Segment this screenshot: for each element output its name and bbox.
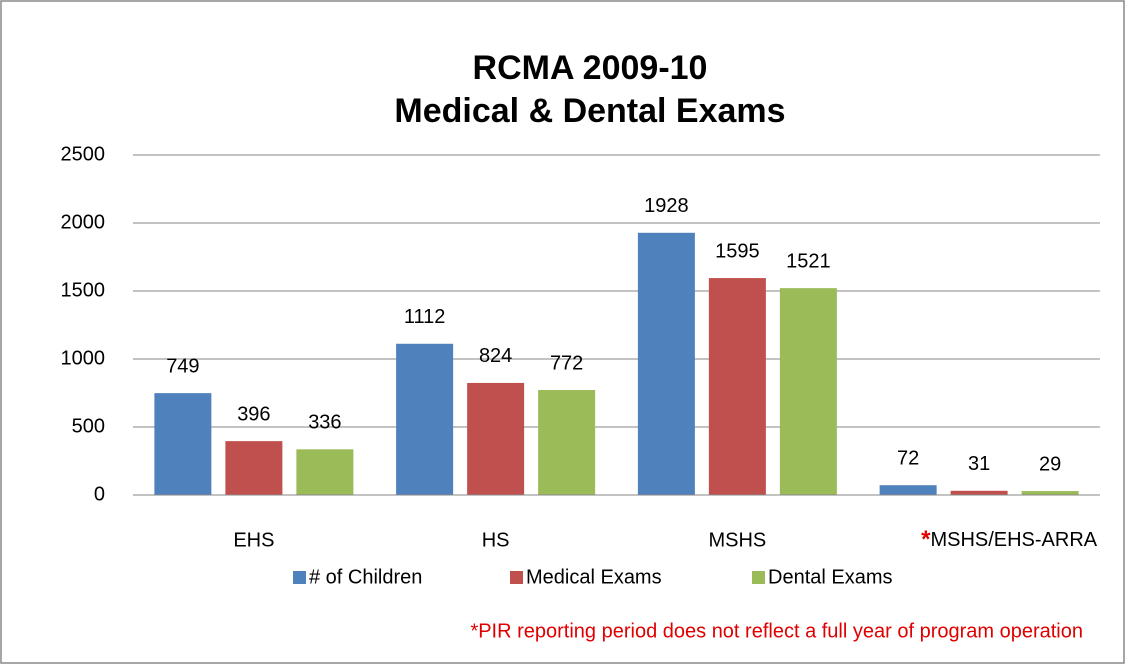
bar — [879, 485, 937, 495]
legend-label: Dental Exams — [768, 566, 893, 588]
y-tick-label: 2500 — [61, 143, 106, 165]
legend-swatch — [752, 571, 765, 584]
legend-label: Medical Exams — [526, 566, 662, 588]
value-label: 72 — [897, 447, 919, 469]
y-tick-label: 500 — [72, 415, 105, 437]
value-label: 396 — [237, 403, 270, 425]
legend-swatch — [510, 571, 523, 584]
bar — [296, 449, 354, 495]
value-label: 749 — [166, 355, 199, 377]
x-tick-label: EHS — [233, 529, 274, 551]
value-label: 1112 — [404, 306, 446, 328]
bar — [1021, 491, 1079, 495]
chart-title: RCMA 2009-10 — [473, 49, 708, 87]
value-label: 824 — [479, 345, 512, 367]
x-tick-label: MSHS — [708, 529, 766, 551]
y-tick-label: 2000 — [61, 211, 106, 233]
bar — [154, 393, 212, 495]
value-label: 29 — [1039, 453, 1061, 475]
bar — [396, 343, 454, 495]
value-label: 336 — [308, 412, 341, 434]
legend-label: # of Children — [309, 566, 422, 588]
x-tick-label: HS — [482, 529, 510, 551]
bar — [779, 288, 837, 495]
bar — [708, 278, 766, 495]
value-label: 31 — [968, 453, 990, 475]
bar — [950, 490, 1008, 495]
y-tick-label: 0 — [94, 483, 105, 505]
annotation: *PIR reporting period does not reflect a… — [470, 620, 1083, 642]
chart-subtitle: Medical & Dental Exams — [394, 92, 785, 130]
bar — [467, 382, 525, 495]
bar — [538, 390, 596, 495]
category-text: MSHS/EHS-ARRA — [930, 529, 1097, 551]
x-tick-label: *MSHS/EHS-ARRA — [921, 526, 1098, 553]
bar — [637, 232, 695, 496]
bar — [225, 441, 283, 495]
value-label: 772 — [550, 352, 583, 374]
value-label: 1595 — [715, 240, 760, 262]
y-tick-label: 1500 — [61, 279, 106, 301]
legend-swatch — [293, 571, 306, 584]
y-tick-label: 1000 — [61, 347, 106, 369]
value-label: 1928 — [644, 195, 689, 217]
value-label: 1521 — [786, 250, 831, 272]
category-mark: * — [921, 526, 931, 553]
